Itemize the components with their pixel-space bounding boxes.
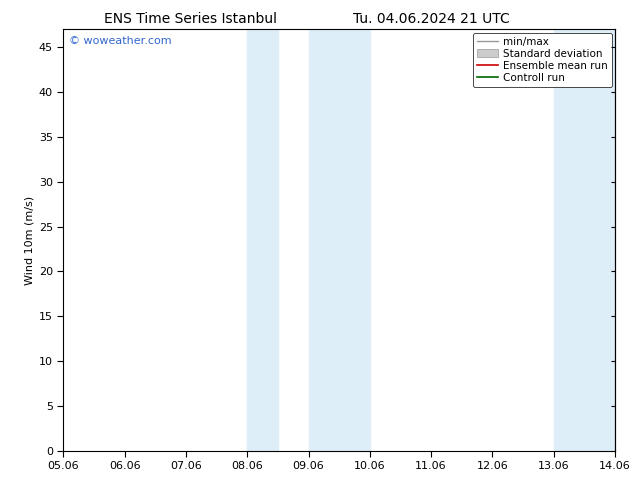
Bar bbox=[247, 29, 278, 451]
Text: © woweather.com: © woweather.com bbox=[69, 36, 172, 46]
Y-axis label: Wind 10m (m/s): Wind 10m (m/s) bbox=[25, 196, 35, 285]
Bar bbox=[309, 29, 370, 451]
Text: ENS Time Series Istanbul: ENS Time Series Istanbul bbox=[104, 12, 276, 26]
Text: Tu. 04.06.2024 21 UTC: Tu. 04.06.2024 21 UTC bbox=[353, 12, 510, 26]
Legend: min/max, Standard deviation, Ensemble mean run, Controll run: min/max, Standard deviation, Ensemble me… bbox=[473, 32, 612, 87]
Bar bbox=[553, 29, 585, 451]
Bar bbox=[585, 29, 615, 451]
